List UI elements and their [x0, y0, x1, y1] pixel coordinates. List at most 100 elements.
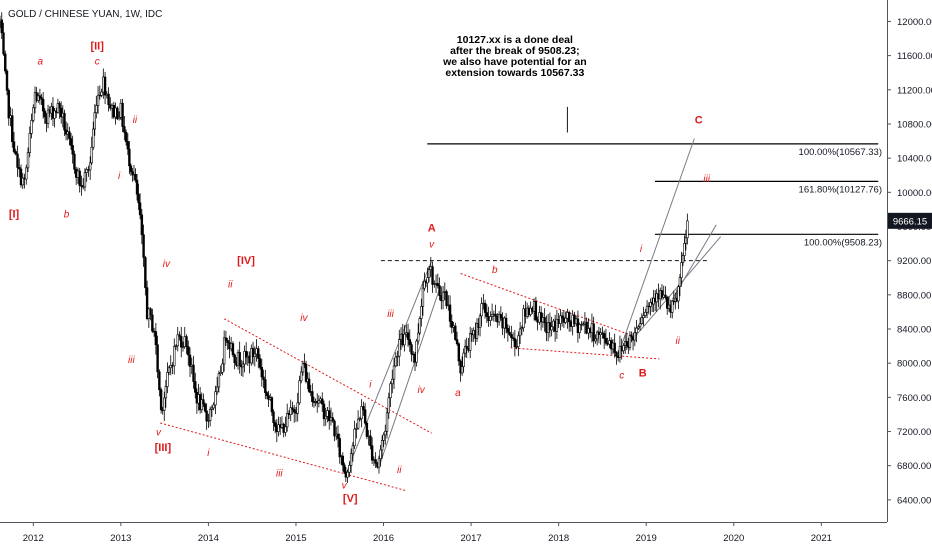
- candle-body: [258, 358, 262, 368]
- candle-body: [385, 412, 389, 432]
- candle-body: [116, 107, 119, 120]
- candle-body: [43, 110, 46, 118]
- candle-body: [78, 170, 81, 186]
- candle-body: [135, 179, 139, 195]
- candle-body: [355, 427, 358, 430]
- wave-label: A: [428, 222, 436, 234]
- candle-body: [622, 345, 625, 352]
- fib-level-label: 100.00%(9508.23): [804, 237, 882, 248]
- candle-body: [604, 338, 608, 344]
- candle-body: [69, 138, 73, 146]
- candle-body: [142, 234, 145, 258]
- candle-body: [174, 345, 178, 347]
- candle-body: [483, 302, 487, 313]
- wave-label: iv: [163, 259, 171, 270]
- candle-body: [181, 346, 185, 348]
- candle-body: [681, 255, 685, 263]
- candle-body: [187, 346, 190, 356]
- candle-body: [628, 335, 632, 348]
- wave-label: a: [455, 388, 461, 399]
- wave-label: [III]: [155, 442, 172, 454]
- candle-body: [380, 440, 384, 451]
- candle-body: [601, 332, 604, 334]
- candle-body: [548, 322, 552, 331]
- candle-body: [408, 339, 411, 346]
- candle-body: [58, 103, 61, 109]
- candle-body: [291, 407, 294, 410]
- candle-body: [300, 371, 303, 382]
- candle-body: [331, 417, 334, 422]
- candle-body: [475, 323, 479, 339]
- price-axis-tick-label: 11200.00: [897, 85, 932, 96]
- candle-body: [389, 383, 392, 399]
- candle-body: [445, 291, 448, 307]
- candle-body: [244, 351, 248, 358]
- price-axis-tick-label: 10800.00: [897, 119, 932, 130]
- candle-body: [68, 131, 71, 139]
- candle-body: [131, 171, 134, 175]
- candle-body: [581, 323, 585, 325]
- candle-body: [441, 291, 445, 302]
- candle-body: [518, 328, 522, 337]
- candle-body: [564, 317, 567, 323]
- candle-body: [578, 324, 581, 333]
- candle-body: [92, 128, 95, 148]
- candle-body: [595, 331, 599, 340]
- candle-body: [71, 145, 74, 155]
- candle-body: [32, 107, 35, 121]
- candle-body: [362, 406, 365, 411]
- candle-body: [497, 314, 501, 323]
- candle-body: [384, 431, 387, 436]
- wave-label: iii: [128, 355, 135, 366]
- candle-body: [96, 94, 100, 106]
- candle-body: [73, 153, 76, 170]
- candle-body: [448, 304, 452, 322]
- wave-label: c: [619, 370, 624, 381]
- wave-label: ii: [228, 280, 233, 291]
- price-axis-tick-label: 6400.00: [897, 495, 931, 506]
- candle-body: [406, 332, 410, 340]
- wave-label: v: [342, 480, 348, 491]
- candle-body: [121, 102, 124, 127]
- wave-label: [V]: [343, 493, 358, 505]
- candle-body: [550, 326, 553, 331]
- candle-body: [233, 354, 236, 363]
- candle-body: [12, 141, 16, 152]
- candle-body: [504, 317, 508, 329]
- candle-body: [129, 165, 133, 172]
- candle-body: [284, 426, 287, 433]
- candle-body: [351, 445, 355, 455]
- wave-label: iv: [418, 385, 426, 396]
- candle-body: [107, 93, 110, 106]
- candle-body: [169, 365, 172, 369]
- candle-body: [602, 333, 606, 339]
- price-axis-tick-label: 8400.00: [897, 325, 931, 336]
- candle-body: [328, 410, 331, 422]
- candle-body: [420, 306, 423, 319]
- candle-body: [93, 112, 96, 130]
- wave-label: b: [492, 265, 498, 276]
- candle-body: [666, 297, 669, 309]
- candle-body: [167, 367, 171, 373]
- candle-body: [356, 418, 360, 429]
- note-text-line: we also have potential for an: [442, 56, 587, 68]
- wave-label: C: [695, 115, 703, 127]
- price-axis-tick-label: 12000.00: [897, 17, 932, 28]
- candle-body: [421, 287, 425, 307]
- candle-body: [353, 428, 356, 447]
- candle-body: [260, 367, 264, 378]
- candle-body: [286, 413, 289, 428]
- candle-body: [243, 351, 246, 365]
- candle-body: [307, 378, 311, 392]
- candle-body: [85, 169, 88, 173]
- wave-label: i: [118, 171, 121, 182]
- candle-body: [140, 214, 144, 235]
- candle-body: [485, 312, 489, 317]
- candle-body: [455, 339, 459, 345]
- candle-body: [585, 321, 588, 334]
- candle-body: [301, 363, 305, 373]
- candle-body: [317, 400, 321, 404]
- candle-body: [394, 356, 397, 367]
- fib-level-label: 161.80%(10127.76): [799, 184, 882, 195]
